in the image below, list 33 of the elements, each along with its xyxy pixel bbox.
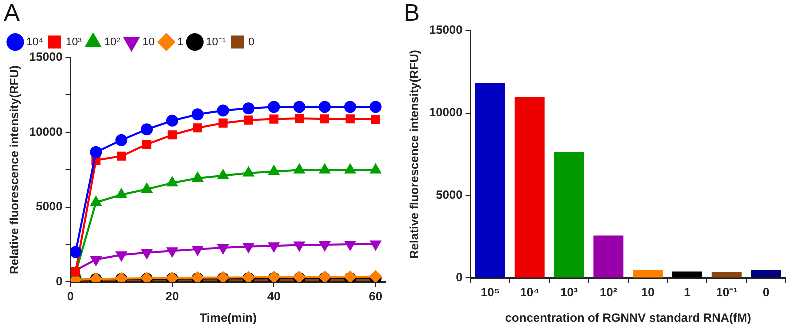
legend-label: 10 xyxy=(142,36,156,48)
x-tick-label: 0 xyxy=(67,290,74,304)
x-tick-label: 10² xyxy=(600,286,618,300)
x-tick-label: 10⁻¹ xyxy=(716,286,738,300)
y-axis-title: Relative fluorescence intensity(RFU) xyxy=(8,66,22,274)
legend-label: 10⁴ xyxy=(26,36,44,48)
y-axis-title: Relative fluorescence intensity(RFU) xyxy=(408,50,422,259)
y-tick-label: 0 xyxy=(56,274,64,289)
x-tick-label: 10⁵ xyxy=(480,286,500,300)
x-tick-label: 10⁴ xyxy=(520,286,540,300)
x-tick-label: 10³ xyxy=(560,286,578,300)
chart-title: A xyxy=(4,0,20,28)
x-tick-label: 60 xyxy=(369,290,383,304)
y-tick-label: 15000 xyxy=(29,50,64,64)
x-tick-label: 10 xyxy=(641,286,656,300)
y-tick-label: 0 xyxy=(456,270,464,285)
legend-label: 10³ xyxy=(66,36,82,48)
x-tick-label: 0 xyxy=(762,286,770,300)
y-tick-label: 5000 xyxy=(436,188,464,202)
y-tick-label: 10000 xyxy=(429,106,464,120)
y-tick-label: 10000 xyxy=(29,124,64,139)
x-axis-title: concentration of RGNNV standard RNA(fM) xyxy=(505,311,752,326)
x-tick-label: 40 xyxy=(267,290,282,304)
x-tick-label: 1 xyxy=(684,286,692,300)
legend-label: 1 xyxy=(177,36,184,48)
x-tick-label: 20 xyxy=(166,290,180,304)
legend-label: 0 xyxy=(248,36,255,48)
y-tick-label: 15000 xyxy=(429,23,464,38)
legend-label: 10⁻¹ xyxy=(206,36,226,48)
chart-title: B xyxy=(404,0,420,28)
legend-label: 10² xyxy=(104,36,121,48)
x-axis-title: Time(min) xyxy=(200,311,257,326)
y-tick-label: 5000 xyxy=(36,200,64,214)
